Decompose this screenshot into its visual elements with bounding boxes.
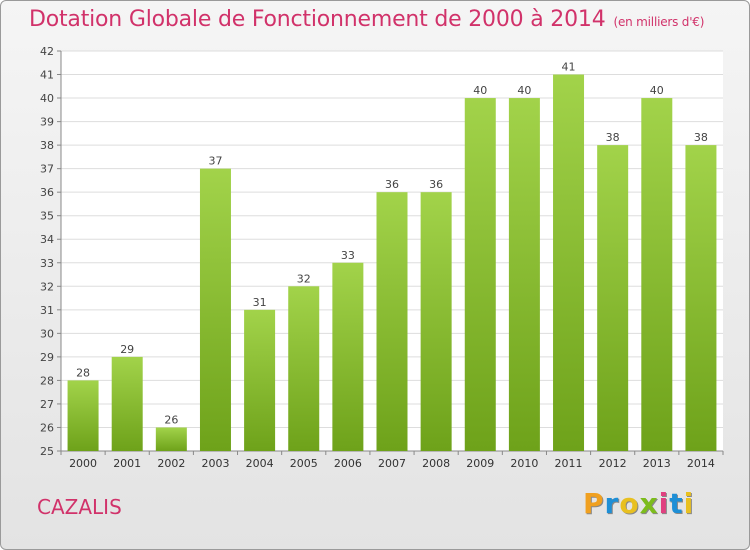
y-tick-label: 42: [40, 45, 54, 58]
x-tick-label: 2013: [643, 457, 671, 470]
y-tick-label: 39: [40, 116, 54, 129]
data-label-2004: 31: [253, 296, 267, 309]
y-tick-label: 27: [40, 398, 54, 411]
commune-name: CAZALIS: [37, 495, 122, 519]
y-tick-label: 26: [40, 421, 54, 434]
x-tick-label: 2009: [466, 457, 494, 470]
x-tick-label: 2004: [246, 457, 274, 470]
x-tick-label: 2000: [69, 457, 97, 470]
x-tick-label: 2007: [378, 457, 406, 470]
y-tick-label: 38: [40, 139, 54, 152]
bar-2013: [641, 98, 673, 451]
y-tick-label: 31: [40, 304, 54, 317]
title-text: Dotation Globale de Fonctionnement de 20…: [29, 7, 606, 32]
x-tick-label: 2005: [290, 457, 318, 470]
unit-text: (en milliers d'€): [613, 15, 705, 29]
x-tick-label: 2003: [201, 457, 229, 470]
data-label-2002: 26: [164, 413, 178, 426]
chart-title: Dotation Globale de Fonctionnement de 20…: [29, 7, 704, 32]
data-label-2010: 40: [517, 84, 531, 97]
data-label-2003: 37: [208, 155, 222, 168]
labels: 28 2000 29 2001 26 2002 37 2003 31 2004 32 2005 33 20…: [69, 61, 715, 470]
logo-letter: x: [639, 487, 659, 520]
data-label-2012: 38: [606, 131, 620, 144]
y-tick-label: 32: [40, 280, 54, 293]
y-tick-label: 35: [40, 210, 54, 223]
x-tick-label: 2010: [510, 457, 538, 470]
y-tick-label: 28: [40, 374, 54, 387]
bar-2003: [199, 168, 231, 451]
axes: 25 26 27 28 29 30 31 32 33 34 35 36 37 38 39 40 41 42: [40, 45, 724, 458]
bar-2001: [111, 356, 143, 451]
data-label-2008: 36: [429, 178, 443, 191]
bar-2002: [155, 427, 187, 451]
data-label-2007: 36: [385, 178, 399, 191]
bars: [67, 74, 717, 452]
bar-2006: [332, 262, 364, 451]
logo-letter: r: [604, 487, 620, 520]
bar-2005: [288, 286, 320, 451]
bar-2014: [685, 145, 717, 451]
y-tick-label: 40: [40, 92, 54, 105]
x-tick-label: 2014: [687, 457, 715, 470]
data-label-2011: 41: [562, 61, 576, 74]
data-label-2006: 33: [341, 249, 355, 262]
bar-2011: [553, 74, 585, 451]
y-tick-label: 34: [40, 233, 54, 246]
bar-2008: [420, 192, 452, 452]
bar-2007: [376, 192, 408, 452]
x-tick-label: 2012: [599, 457, 627, 470]
bar-2004: [244, 309, 276, 451]
y-tick-label: 36: [40, 186, 54, 199]
y-tick-label: 29: [40, 351, 54, 364]
logo-letter: o: [619, 487, 640, 520]
data-label-2014: 38: [694, 131, 708, 144]
y-tick-label: 37: [40, 163, 54, 176]
bar-2009: [464, 98, 496, 451]
logo-letter: P: [583, 487, 605, 520]
data-label-2001: 29: [120, 343, 134, 356]
data-label-2009: 40: [473, 84, 487, 97]
bar-2012: [597, 145, 629, 451]
data-label-2005: 32: [297, 272, 311, 285]
x-tick-label: 2011: [555, 457, 583, 470]
y-tick-label: 25: [40, 445, 54, 458]
x-tick-label: 2002: [157, 457, 185, 470]
y-tick-label: 33: [40, 257, 54, 270]
y-tick-label: 30: [40, 327, 54, 340]
bar-2010: [508, 98, 540, 451]
logo-letter: t: [669, 487, 684, 520]
x-tick-label: 2008: [422, 457, 450, 470]
x-tick-label: 2001: [113, 457, 141, 470]
proxiti-logo[interactable]: Proxiti: [583, 487, 694, 520]
y-tick-label: 41: [40, 69, 54, 82]
bar-2000: [67, 380, 99, 451]
logo-letter: i: [683, 487, 695, 520]
logo-letter: i: [658, 487, 670, 520]
data-label-2000: 28: [76, 366, 90, 379]
x-tick-label: 2006: [334, 457, 362, 470]
data-label-2013: 40: [650, 84, 664, 97]
